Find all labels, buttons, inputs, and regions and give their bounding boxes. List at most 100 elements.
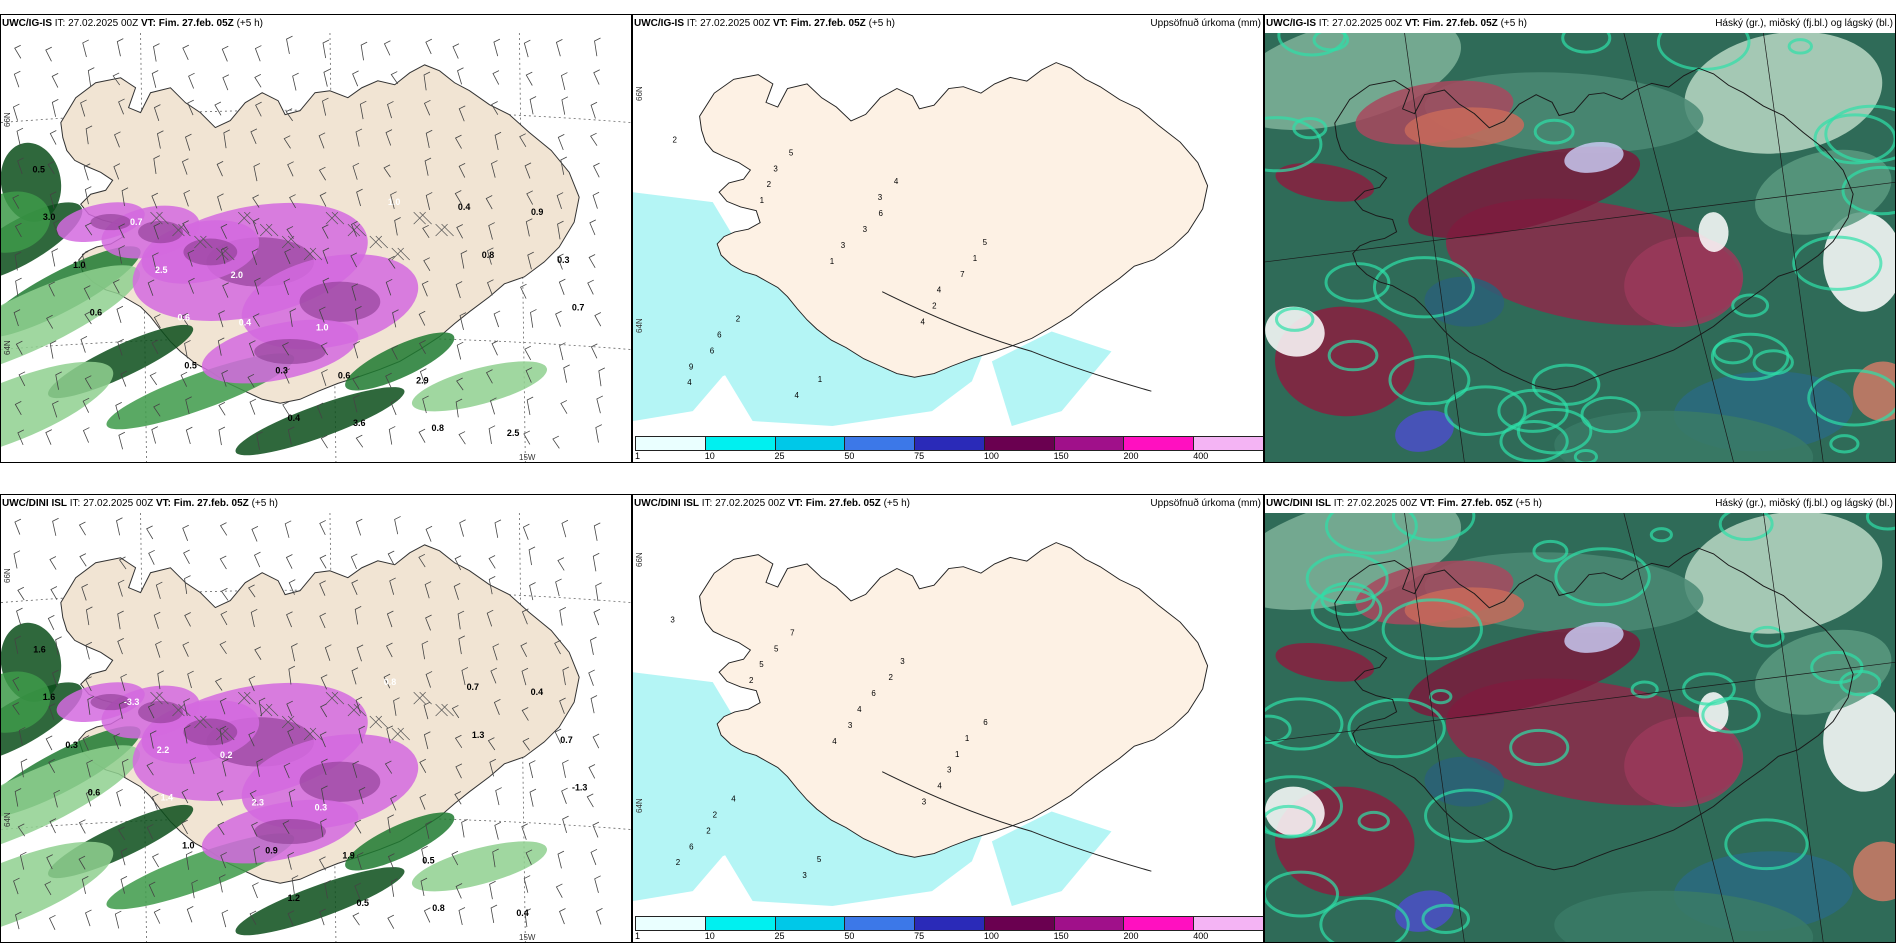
init-time: IT: 27.02.2025 00Z (69, 498, 154, 509)
colorbar-swatch (774, 436, 846, 451)
precip-value: 1 (760, 196, 765, 205)
wind-barb (186, 906, 194, 923)
wind-barb (562, 815, 569, 834)
lead-time: (+5 h) (883, 498, 910, 509)
valid-time: VT: Fim. 27.feb. 05Z (155, 498, 249, 509)
wind-barb (17, 429, 25, 446)
precip-value: 1 (955, 750, 960, 759)
wind-barb (554, 728, 562, 744)
wind-barb (188, 277, 195, 294)
wind-barb (84, 311, 92, 325)
wind-barb (121, 758, 129, 778)
wind-barb (451, 850, 459, 866)
precip-area-southeast (991, 811, 1112, 907)
wind-barb (525, 71, 533, 86)
snow-core-2 (183, 718, 238, 746)
wind-barb (385, 642, 393, 658)
wind-barb (360, 41, 368, 61)
wind-barb (419, 794, 427, 810)
wind-barb (423, 907, 431, 923)
rain-area-2 (1, 265, 140, 379)
rain-area-7 (345, 332, 455, 391)
wind-barb (559, 342, 566, 361)
precip-value: 7 (790, 628, 795, 637)
wind-barb (117, 637, 124, 655)
wind-barb (256, 431, 263, 450)
lead-time: (+5 h) (868, 18, 895, 29)
wind-barb (118, 556, 127, 570)
wind-barb (48, 281, 56, 297)
wind-barb (588, 764, 596, 779)
value-label: 0.6 (338, 370, 350, 380)
cloud-contour (1710, 332, 1790, 381)
frost-hatch-2 (194, 235, 213, 249)
precip-value: 3 (773, 164, 778, 173)
wind-barb (184, 133, 192, 151)
wind-barb (494, 131, 502, 151)
wind-barb (218, 310, 225, 328)
cloud-contour (1810, 650, 1864, 684)
wind-barb (318, 306, 326, 323)
cloud-contour (1327, 339, 1379, 372)
wind-barb (320, 818, 327, 838)
wind-barb (456, 377, 464, 391)
wind-barb (12, 194, 20, 209)
cloud-contour (1444, 385, 1527, 436)
colorbar-tick-label: 75 (914, 931, 925, 941)
wind-barb (49, 130, 57, 145)
colorbar-tick-label: 400 (1193, 451, 1209, 461)
precip-value: 1 (965, 734, 970, 743)
wind-barb (82, 39, 89, 58)
wind-barb (520, 283, 527, 299)
wind-barb (519, 133, 527, 148)
wind-barb (422, 395, 429, 414)
precip-value: 2 (673, 135, 678, 144)
wind-barb (321, 369, 328, 387)
cloud-map (1265, 33, 1895, 462)
wind-barb (390, 399, 398, 416)
wind-barb (51, 99, 59, 117)
cloud-contour (1792, 235, 1883, 291)
wind-barb (253, 551, 261, 568)
frost-hatch-2 (194, 715, 213, 729)
wind-barb (117, 338, 124, 356)
wind-barb (423, 257, 431, 272)
wind-barb (562, 759, 569, 778)
value-label: 0.3 (557, 255, 569, 265)
wind-barb (252, 882, 259, 899)
wind-barb (286, 611, 293, 628)
wind-barb (528, 760, 536, 779)
wind-barb (120, 875, 128, 894)
panel-variable-title: Háský (gr.), miðský (fj.bl.) og lágský (… (1715, 18, 1893, 29)
wind-barb (221, 370, 228, 387)
wind-barb (461, 667, 469, 686)
cloud-contour (1630, 680, 1659, 699)
wind-barb (14, 635, 21, 654)
colorbar-swatch (1053, 436, 1125, 451)
precip-value: 5 (817, 855, 822, 864)
wind-barb (49, 191, 57, 209)
value-label: 3.6 (353, 418, 365, 428)
cloud-contour (1533, 118, 1575, 145)
value-label: 1.0 (182, 840, 194, 850)
precip-value: 6 (689, 842, 694, 851)
cloud-contour (1731, 293, 1770, 318)
wind-barb (387, 101, 394, 119)
panel-variable-title: Háský (gr.), miðský (fj.bl.) og lágský (… (1715, 498, 1893, 509)
precip-value: 5 (983, 238, 988, 247)
wind-barb (253, 846, 260, 865)
wind-barb (249, 398, 257, 415)
precip-value: 3 (863, 225, 868, 234)
wind-barb (217, 337, 225, 356)
wind-barb (191, 879, 198, 899)
frost-hatch-7 (303, 247, 323, 261)
cloud-contour (1865, 513, 1895, 531)
frost-hatch-11 (391, 727, 410, 741)
wind-barb (558, 278, 566, 295)
wind-barb (181, 788, 189, 804)
wind-barb (320, 703, 328, 718)
wind-barb (423, 71, 431, 91)
wind-barb (355, 518, 363, 536)
wind-barb (319, 908, 326, 926)
